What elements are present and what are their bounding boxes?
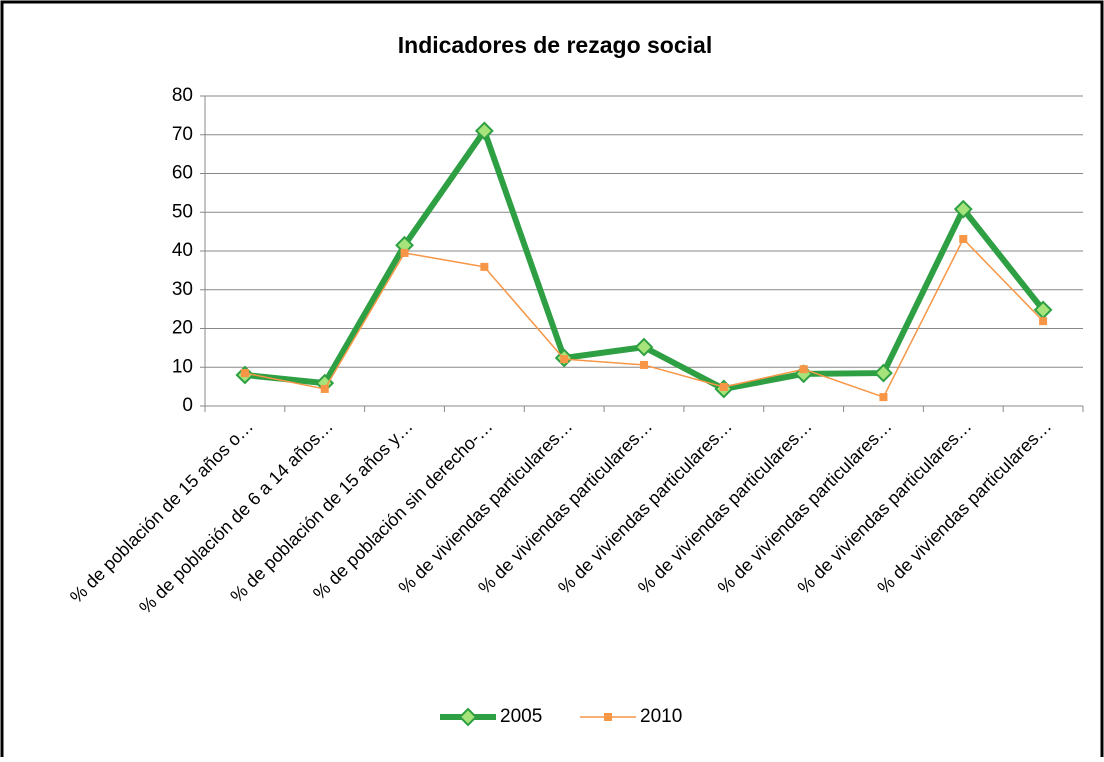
marker bbox=[634, 337, 654, 357]
legend-label: 2010 bbox=[640, 706, 682, 727]
legend-label: 2005 bbox=[500, 706, 542, 727]
y-tick-label: 40 bbox=[172, 240, 193, 261]
marker bbox=[953, 199, 973, 219]
y-tick-label: 10 bbox=[172, 356, 193, 377]
marker bbox=[474, 121, 494, 141]
marker bbox=[719, 383, 728, 392]
marker bbox=[320, 384, 329, 393]
marker bbox=[560, 355, 569, 364]
marker bbox=[480, 262, 489, 271]
marker bbox=[400, 248, 409, 257]
marker bbox=[604, 713, 612, 721]
y-tick-label: 80 bbox=[172, 85, 193, 106]
marker bbox=[640, 360, 648, 369]
marker bbox=[1039, 317, 1048, 326]
chart-title: Indicadores de rezago social bbox=[398, 32, 712, 58]
y-tick-label: 0 bbox=[182, 395, 193, 416]
y-tick-label: 50 bbox=[172, 201, 193, 222]
y-tick-label: 20 bbox=[172, 318, 193, 339]
marker bbox=[458, 707, 478, 727]
y-tick-label: 60 bbox=[172, 163, 193, 184]
y-tick-label: 30 bbox=[172, 279, 193, 300]
marker bbox=[799, 365, 808, 374]
marker bbox=[959, 234, 968, 243]
marker bbox=[879, 393, 888, 402]
marker bbox=[874, 363, 893, 383]
marker bbox=[240, 369, 249, 378]
y-tick-label: 70 bbox=[172, 124, 193, 145]
